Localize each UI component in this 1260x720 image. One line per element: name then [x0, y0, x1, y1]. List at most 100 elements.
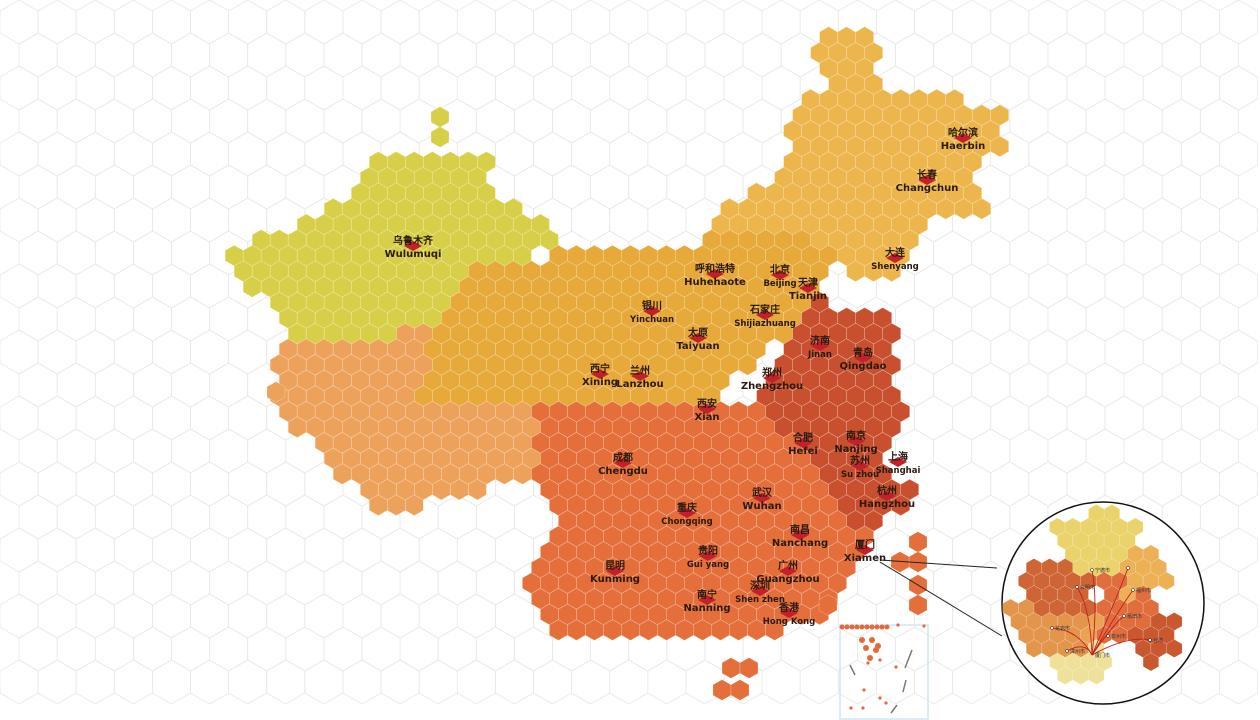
city-chongqing[interactable]: 重庆 Chongqing	[661, 501, 712, 527]
city-hefei[interactable]: 合肥 Hefei	[788, 431, 818, 457]
city-marker-icon	[698, 595, 716, 605]
inset-label: 泉州市	[1111, 633, 1126, 640]
city-shenyang[interactable]: 大连 Shenyang	[871, 246, 918, 272]
city-lanzhou[interactable]: 兰州 Lanzhou	[616, 364, 663, 390]
city-su-zhou[interactable]: 苏州 Su zhou	[841, 454, 879, 480]
region-hex-tiles	[224, 26, 1010, 701]
city-nanchang[interactable]: 南昌 Nanchang	[772, 523, 828, 549]
city-haerbin[interactable]: 哈尔滨 Haerbin	[941, 126, 986, 152]
city-name-cn: 西安	[697, 397, 717, 410]
city-name-en: Kunming	[590, 574, 640, 585]
city-shanghai[interactable]: 上海 Shanghai	[876, 450, 921, 476]
city-gui-yang[interactable]: 贵阳 Gui yang	[687, 544, 729, 570]
city-name-en: Xining	[582, 377, 618, 388]
city-wuhan[interactable]: 武汉 Wuhan	[742, 486, 781, 512]
city-beijing[interactable]: 北京 Beijing	[763, 263, 796, 289]
city-name-cn: 长春	[917, 168, 937, 181]
city-hong-kong[interactable]: 香港 Hong Kong	[763, 601, 815, 627]
city-chengdu[interactable]: 成都 Chengdu	[598, 451, 648, 477]
city-name-cn: 杭州	[877, 484, 897, 497]
city-name-en: Wulumuqi	[385, 249, 442, 260]
city-name-cn: 青岛	[853, 346, 873, 359]
city-name-en: Nanchang	[772, 538, 828, 549]
city-name-en: Nanning	[683, 603, 730, 614]
city-marker-icon	[756, 310, 774, 320]
city-name-cn: 武汉	[752, 486, 773, 499]
city-marker-icon	[918, 175, 936, 185]
south-china-sea-inset	[839, 623, 929, 720]
city-name-en: Shanghai	[876, 466, 921, 476]
city-xian[interactable]: 西安 Xian	[694, 397, 719, 423]
city-shen-zhen[interactable]: 深圳 Shen zhen	[735, 579, 785, 605]
city-huhehaote[interactable]: 呼和浩特 Huhehaote	[684, 262, 746, 288]
city-marker-icon	[763, 373, 781, 383]
city-marker-icon	[678, 508, 696, 518]
city-name-cn: 石家庄	[749, 303, 780, 316]
city-taiyuan[interactable]: 太原 Taiyuan	[676, 326, 719, 352]
city-marker-icon	[771, 270, 789, 280]
city-qingdao[interactable]: 青岛 Qingdao	[840, 346, 887, 372]
city-yinchuan[interactable]: 银川 Yinchuan	[629, 299, 674, 325]
city-name-en: Hong Kong	[763, 617, 815, 627]
city-wulumuqi[interactable]: 乌鲁木齐 Wulumuqi	[385, 234, 442, 260]
city-name-en: Su zhou	[841, 470, 879, 480]
city-marker-icon	[404, 241, 422, 251]
inset-label: 三明市	[1080, 584, 1095, 591]
city-name-en: Jinan	[807, 350, 832, 360]
inset-label: 龙岩市	[1055, 625, 1070, 632]
city-name-cn: 南昌	[790, 523, 810, 536]
city-marker-icon	[591, 369, 609, 379]
city-name-cn: 银川	[642, 299, 662, 312]
city-marker-icon	[954, 133, 972, 143]
city-name-en: Yinchuan	[629, 315, 674, 325]
city-name-cn: 昆明	[605, 560, 625, 572]
city-xining[interactable]: 西宁 Xining	[582, 362, 618, 388]
city-name-en: Xiamen	[844, 553, 886, 564]
city-marker-icon	[799, 283, 817, 293]
city-name-cn: 郑州	[762, 366, 782, 379]
city-name-en: Hefei	[788, 446, 818, 457]
city-name-cn: 成都	[613, 451, 633, 464]
city-marker-icon	[811, 341, 829, 351]
city-name-en: Haerbin	[941, 141, 986, 152]
city-marker-icon	[753, 493, 771, 503]
city-nanjing[interactable]: 南京 Nanjing	[834, 429, 877, 455]
city-name-cn: 贵阳	[698, 544, 718, 557]
callout-lines	[879, 559, 1003, 637]
city-marker-icon	[699, 551, 717, 561]
city-name-en: Zhengzhou	[741, 381, 803, 392]
city-name-cn: 厦门	[855, 538, 875, 551]
city-jinan[interactable]: 济南 Jinan	[807, 334, 832, 360]
city-name-cn: 合肥	[792, 431, 813, 444]
city-changchun[interactable]: 长春 Changchun	[896, 168, 959, 194]
city-marker-icon	[878, 491, 896, 501]
city-marker-icon	[847, 436, 865, 446]
city-marker-icon	[631, 371, 649, 381]
city-hangzhou[interactable]: 杭州 Hangzhou	[859, 484, 915, 510]
city-marker-icon	[698, 404, 716, 414]
city-guangzhou[interactable]: 广州 Guangzhou	[756, 559, 819, 585]
city-name-en: Beijing	[763, 279, 796, 289]
city-name-en: Hangzhou	[859, 499, 915, 510]
city-name-en: Shijiazhuang	[734, 319, 796, 329]
city-name-cn: 南宁	[697, 588, 717, 601]
city-name-en: Lanzhou	[616, 379, 663, 390]
city-name-cn: 南京	[846, 429, 866, 442]
city-name-cn: 兰州	[630, 364, 650, 377]
city-name-en: Shen zhen	[735, 595, 785, 605]
city-name-cn: 广州	[778, 559, 798, 572]
city-marker-icon	[791, 530, 809, 540]
city-marker-icon	[606, 566, 624, 576]
city-name-cn: 深圳	[750, 579, 770, 592]
city-zhengzhou[interactable]: 郑州 Zhengzhou	[741, 366, 803, 392]
city-nanning[interactable]: 南宁 Nanning	[683, 588, 730, 614]
city-shijiazhuang[interactable]: 石家庄 Shijiazhuang	[734, 303, 796, 329]
city-name-cn: 太原	[687, 326, 708, 339]
city-tianjin[interactable]: 天津 Tianjin	[789, 276, 827, 302]
city-xiamen[interactable]: 厦门 Xiamen	[844, 538, 886, 564]
city-name-en: Guangzhou	[756, 574, 819, 585]
city-kunming[interactable]: 昆明 Kunming	[590, 560, 640, 585]
city-name-en: Chongqing	[661, 517, 712, 527]
